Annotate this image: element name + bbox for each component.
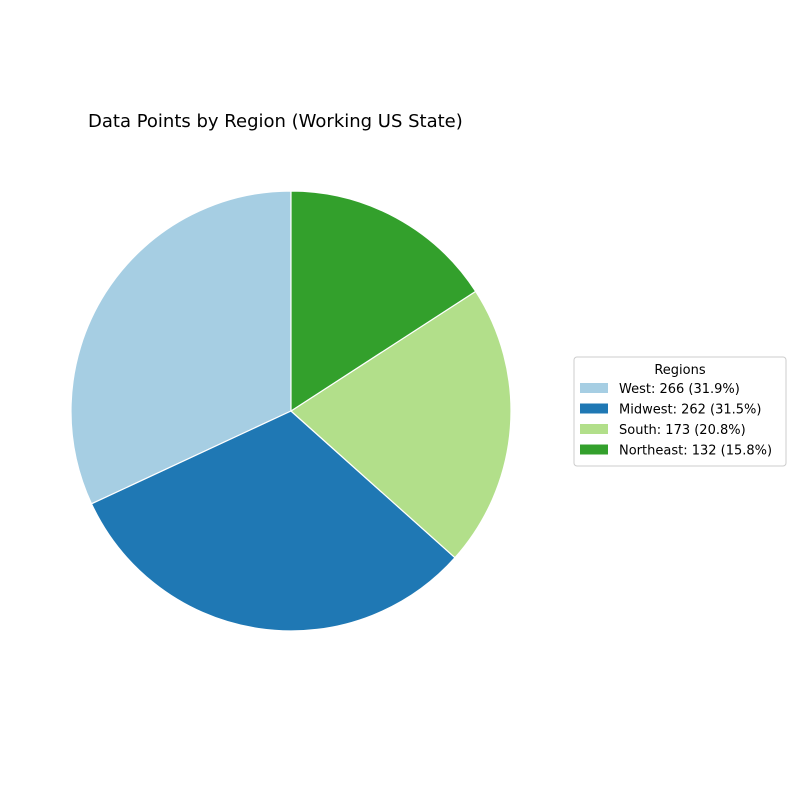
legend-swatch-west	[580, 383, 608, 393]
legend-label-west: West: 266 (31.9%)	[619, 382, 740, 397]
legend-title: Regions	[654, 363, 706, 378]
legend-items: West: 266 (31.9%) Midwest: 262 (31.5%) Sou…	[580, 382, 772, 459]
pie-slices	[70, 190, 512, 632]
pie-slice-midwest	[90, 410, 456, 632]
legend: Regions West: 266 (31.9%) Midwest: 262 (3…	[573, 356, 787, 467]
legend-label-south: South: 173 (20.8%)	[619, 423, 746, 438]
legend-swatch-midwest	[580, 403, 608, 414]
legend-label-northeast: Northeast: 132 (15.8%)	[619, 444, 772, 459]
chart-title: Data Points by Region (Working US State)	[88, 111, 463, 132]
legend-swatch-south	[580, 424, 608, 434]
legend-label-midwest: Midwest: 262 (31.5%)	[619, 403, 761, 418]
legend-swatch-northeast	[580, 444, 608, 455]
pie-slice-west	[70, 190, 292, 505]
legend-frame	[573, 356, 787, 467]
pie-slice-south	[290, 290, 512, 559]
pie-slice-northeast	[290, 190, 477, 412]
